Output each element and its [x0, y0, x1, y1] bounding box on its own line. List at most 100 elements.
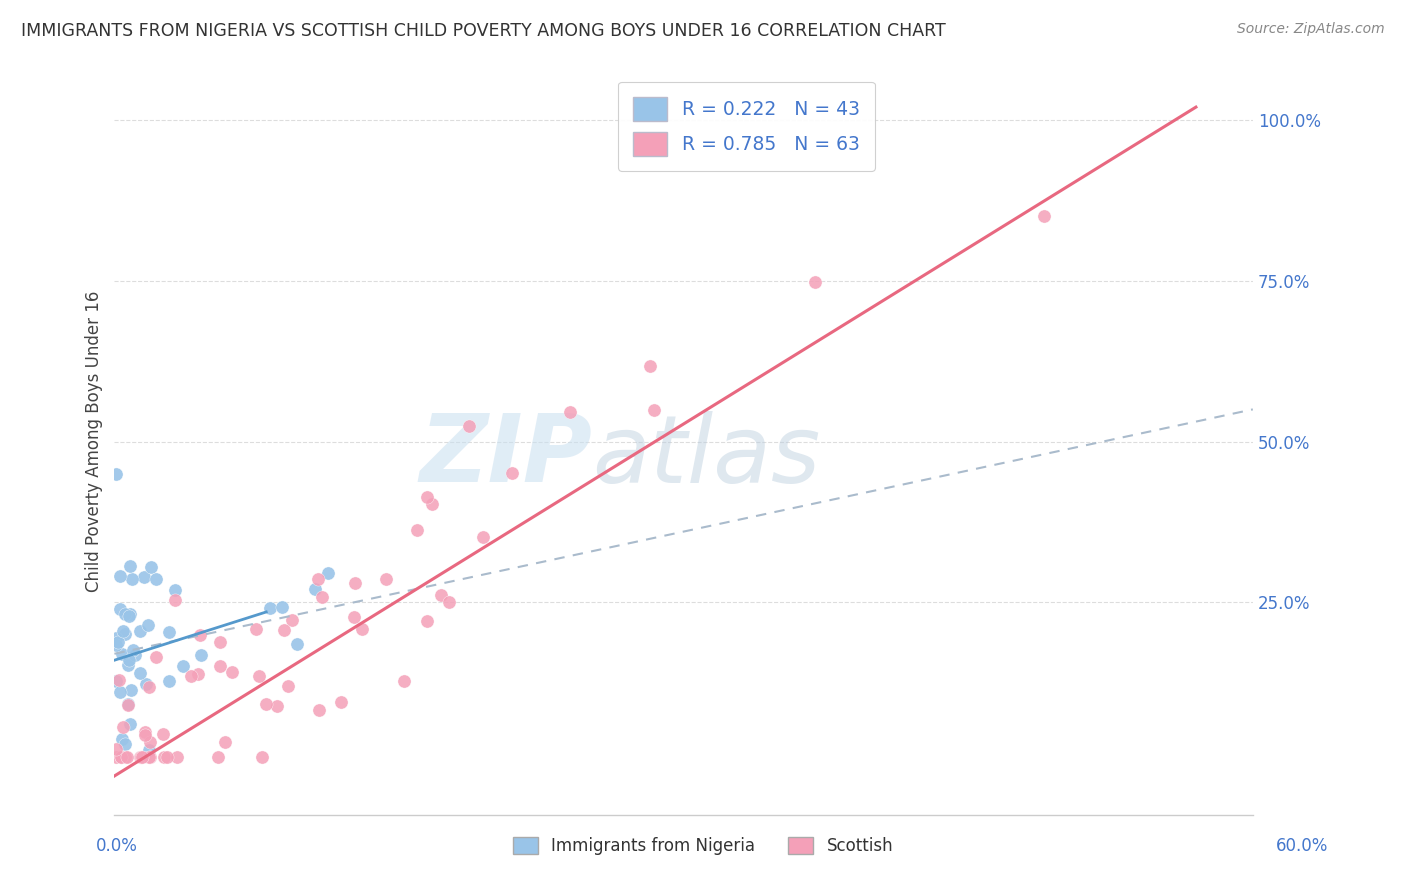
- Point: [105, 467, 128, 481]
- Legend: Immigrants from Nigeria, Scottish: Immigrants from Nigeria, Scottish: [506, 830, 900, 862]
- Point: [111, 624, 134, 638]
- Point: [138, 680, 160, 694]
- Point: [157, 674, 180, 689]
- Point: [138, 743, 160, 757]
- Point: [121, 572, 143, 586]
- Point: [308, 702, 330, 716]
- Point: [110, 749, 132, 764]
- Point: [134, 724, 156, 739]
- Point: [152, 727, 174, 741]
- Point: [270, 599, 292, 614]
- Point: [252, 749, 274, 764]
- Point: [157, 625, 180, 640]
- Point: [121, 642, 143, 657]
- Point: [132, 570, 155, 584]
- Point: [117, 698, 139, 712]
- Point: [145, 650, 167, 665]
- Point: [138, 749, 160, 764]
- Point: [131, 749, 153, 764]
- Point: [110, 749, 132, 764]
- Point: [141, 560, 163, 574]
- Point: [180, 669, 202, 683]
- Point: [172, 659, 194, 673]
- Point: [108, 684, 131, 698]
- Point: [153, 749, 176, 764]
- Point: [266, 698, 288, 713]
- Point: [131, 749, 153, 764]
- Point: [118, 608, 141, 623]
- Point: [165, 582, 187, 597]
- Point: [108, 602, 131, 616]
- Point: [138, 749, 160, 764]
- Point: [165, 592, 187, 607]
- Point: [273, 623, 295, 637]
- Point: [350, 622, 373, 636]
- Point: [114, 737, 136, 751]
- Point: [117, 698, 139, 712]
- Text: ZIP: ZIP: [419, 410, 592, 502]
- Text: 0.0%: 0.0%: [96, 837, 138, 855]
- Point: [307, 573, 329, 587]
- Point: [136, 618, 159, 632]
- Point: [472, 529, 495, 543]
- Point: [120, 682, 142, 697]
- Point: [134, 728, 156, 742]
- Point: [643, 403, 665, 417]
- Point: [117, 657, 139, 672]
- Point: [128, 665, 150, 680]
- Point: [501, 466, 523, 480]
- Text: atlas: atlas: [592, 411, 821, 502]
- Point: [311, 590, 333, 604]
- Legend: R = 0.222   N = 43, R = 0.785   N = 63: R = 0.222 N = 43, R = 0.785 N = 63: [617, 82, 875, 171]
- Point: [114, 627, 136, 641]
- Point: [804, 275, 827, 289]
- Point: [120, 559, 142, 574]
- Point: [112, 720, 135, 734]
- Point: [374, 572, 396, 586]
- Point: [214, 735, 236, 749]
- Point: [422, 497, 444, 511]
- Point: [108, 673, 131, 687]
- Point: [166, 749, 188, 764]
- Point: [129, 624, 152, 638]
- Point: [145, 572, 167, 586]
- Point: [105, 741, 128, 756]
- Point: [343, 610, 366, 624]
- Point: [245, 622, 267, 636]
- Point: [247, 668, 270, 682]
- Point: [188, 628, 211, 642]
- Point: [558, 405, 581, 419]
- Point: [118, 716, 141, 731]
- Point: [254, 697, 277, 711]
- Point: [190, 648, 212, 663]
- Point: [110, 569, 132, 583]
- Point: [209, 659, 232, 673]
- Point: [437, 595, 460, 609]
- Point: [640, 359, 662, 373]
- Point: [259, 601, 281, 615]
- Point: [114, 607, 136, 622]
- Point: [207, 749, 229, 764]
- Point: [285, 637, 308, 651]
- Point: [107, 635, 129, 649]
- Text: 60.0%: 60.0%: [1277, 837, 1329, 855]
- Point: [316, 566, 339, 580]
- Point: [187, 666, 209, 681]
- Point: [138, 735, 160, 749]
- Point: [416, 490, 439, 504]
- Point: [209, 635, 232, 649]
- Point: [105, 631, 128, 645]
- Point: [344, 575, 367, 590]
- Point: [120, 607, 142, 621]
- Point: [221, 665, 243, 680]
- Point: [110, 731, 132, 746]
- Point: [105, 638, 128, 652]
- Point: [114, 749, 136, 764]
- Point: [416, 615, 439, 629]
- Point: [392, 673, 415, 688]
- Point: [105, 674, 128, 689]
- Point: [430, 588, 453, 602]
- Y-axis label: Child Poverty Among Boys Under 16: Child Poverty Among Boys Under 16: [86, 291, 103, 592]
- Point: [124, 648, 146, 662]
- Point: [329, 695, 352, 709]
